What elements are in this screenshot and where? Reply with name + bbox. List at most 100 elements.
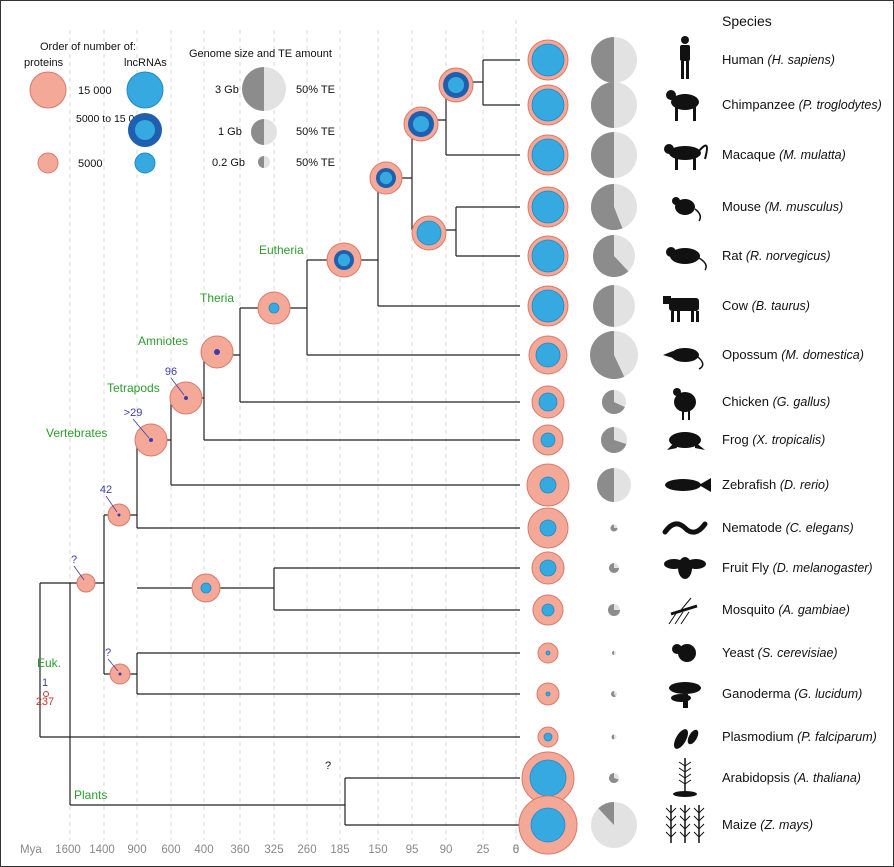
legend-mid-label: 5000 to 15 000 bbox=[76, 113, 146, 125]
maize-leaf bbox=[679, 807, 686, 814]
tip-lncrna-circle bbox=[531, 190, 565, 224]
count-euk-bottom: 237 bbox=[36, 696, 54, 708]
tip-lncrna-circle bbox=[531, 138, 565, 172]
legend-3gb: 3 Gb bbox=[215, 84, 239, 96]
macaque-body bbox=[669, 146, 701, 160]
axis-unit: Mya bbox=[20, 844, 42, 856]
rat-tail bbox=[698, 257, 707, 271]
genome-pie-te-slice bbox=[601, 427, 627, 453]
maize-leaf bbox=[698, 815, 705, 822]
species-latin-name: (R. norvegicus) bbox=[746, 249, 831, 263]
clade-eutheria: Eutheria bbox=[259, 243, 304, 257]
species-name: Zebrafish bbox=[722, 477, 780, 492]
species-name: Maize bbox=[722, 817, 760, 832]
species-name: Chimpanzee bbox=[722, 97, 799, 112]
species-label: Ganoderma (G. lucidum) bbox=[722, 686, 862, 701]
macaque-leg bbox=[675, 158, 678, 170]
rat-icon bbox=[666, 247, 707, 271]
legend-pie-02gb-dark bbox=[258, 156, 264, 168]
species-label: Chicken (G. gallus) bbox=[722, 394, 830, 409]
legend-genome-title: Genome size and TE amount bbox=[189, 48, 332, 60]
species-latin-name: (D. rerio) bbox=[780, 478, 829, 492]
yeast-icon bbox=[672, 644, 696, 662]
species-label: Nematode (C. elegans) bbox=[722, 520, 854, 535]
axis-tick-label: 185 bbox=[330, 844, 349, 856]
cow-leg bbox=[671, 311, 674, 322]
opossum-body bbox=[671, 348, 699, 362]
genome-pie-te-slice bbox=[593, 235, 629, 277]
clade-plants: Plants bbox=[74, 788, 107, 802]
genome-pie-te-slice bbox=[602, 390, 625, 414]
axis-tick-label: 1600 bbox=[55, 844, 81, 856]
species-latin-name: (D. melanogaster) bbox=[773, 561, 873, 575]
tip-lncrna-circle bbox=[538, 392, 558, 412]
zebrafish-body bbox=[665, 479, 701, 491]
maize-leaf bbox=[679, 815, 686, 822]
ancestor-lncrna-core bbox=[337, 253, 351, 267]
species-icons bbox=[662, 36, 711, 843]
legend-lnc-mid-inner bbox=[135, 120, 155, 140]
species-label: Frog (X. tropicalis) bbox=[722, 432, 825, 447]
species-name: Nematode bbox=[722, 520, 786, 535]
mosquito-leg bbox=[668, 611, 678, 625]
ancestor-protein-circle bbox=[76, 573, 96, 593]
species-name: Mosquito bbox=[722, 602, 778, 617]
species-name: Cow bbox=[722, 298, 752, 313]
arabidopsis-branch bbox=[684, 779, 692, 785]
legend-pie-02gb-light bbox=[264, 156, 270, 168]
maize-leaf bbox=[698, 831, 705, 838]
tip-lncrna-circle bbox=[531, 88, 565, 122]
maize-leaf bbox=[670, 831, 677, 838]
axis-tick-label: 90 bbox=[440, 844, 453, 856]
species-label: Macaque (M. mulatta) bbox=[722, 147, 846, 162]
axis-tick-label: 95 bbox=[406, 844, 419, 856]
maize-leaf bbox=[670, 815, 677, 822]
macaque-leg bbox=[693, 158, 696, 170]
fly-wing bbox=[664, 559, 684, 569]
human-icon bbox=[680, 36, 690, 79]
rat-head bbox=[666, 247, 676, 257]
species-name: Plasmodium bbox=[722, 729, 797, 744]
species-latin-name: (C. elegans) bbox=[786, 521, 854, 535]
human-head bbox=[681, 36, 689, 44]
axis-tick-label: 360 bbox=[230, 844, 249, 856]
ganoderma-stem bbox=[683, 694, 688, 708]
chimp-head bbox=[666, 90, 676, 100]
mosquito-icon bbox=[668, 597, 698, 625]
legend-pie-1gb-light bbox=[264, 119, 277, 145]
maize-leaf bbox=[679, 823, 686, 830]
arabidopsis-icon bbox=[673, 758, 697, 797]
species-label: Rat (R. norvegicus) bbox=[722, 248, 831, 263]
count-euk-top: 1 bbox=[42, 677, 48, 689]
genome-pie-te-slice bbox=[608, 604, 620, 616]
maize-icon bbox=[665, 805, 705, 843]
count-root: ? bbox=[71, 554, 77, 566]
axis-tick-label: 0 bbox=[513, 844, 519, 856]
legend: Order of number of: proteins lncRNAs 15 … bbox=[24, 41, 335, 174]
species-label: Plasmodium (P. falciparum) bbox=[722, 729, 877, 744]
ancestor-lncrna-core bbox=[379, 171, 393, 185]
cow-body bbox=[669, 298, 699, 311]
count-plants: ? bbox=[325, 760, 331, 772]
mouse-body bbox=[675, 199, 695, 215]
axis-tick-label: 25 bbox=[477, 844, 490, 856]
species-latin-name: (G. gallus) bbox=[773, 395, 831, 409]
maize-leaf bbox=[698, 807, 705, 814]
species-name: Rat bbox=[722, 248, 746, 263]
genome-pie-te-slice bbox=[611, 691, 616, 697]
species-latin-name: (Z. mays) bbox=[760, 818, 813, 832]
maize-leaf bbox=[693, 823, 700, 830]
ancestor-lncrna-circle bbox=[200, 582, 212, 594]
species-latin-name: (A. gambiae) bbox=[778, 603, 850, 617]
tip-lncrna-circle bbox=[531, 289, 565, 323]
legend-pie-3gb-dark bbox=[242, 67, 264, 111]
species-label: Maize (Z. mays) bbox=[722, 817, 813, 832]
arabidopsis-branch bbox=[684, 767, 692, 773]
maize-leaf bbox=[665, 815, 672, 822]
legend-pie-3gb-light bbox=[264, 67, 286, 111]
ganoderma-icon bbox=[669, 682, 701, 708]
tip-lncrna-circle bbox=[540, 432, 556, 448]
tip-lncrna-circle bbox=[545, 691, 551, 697]
count-pointer bbox=[170, 377, 185, 396]
